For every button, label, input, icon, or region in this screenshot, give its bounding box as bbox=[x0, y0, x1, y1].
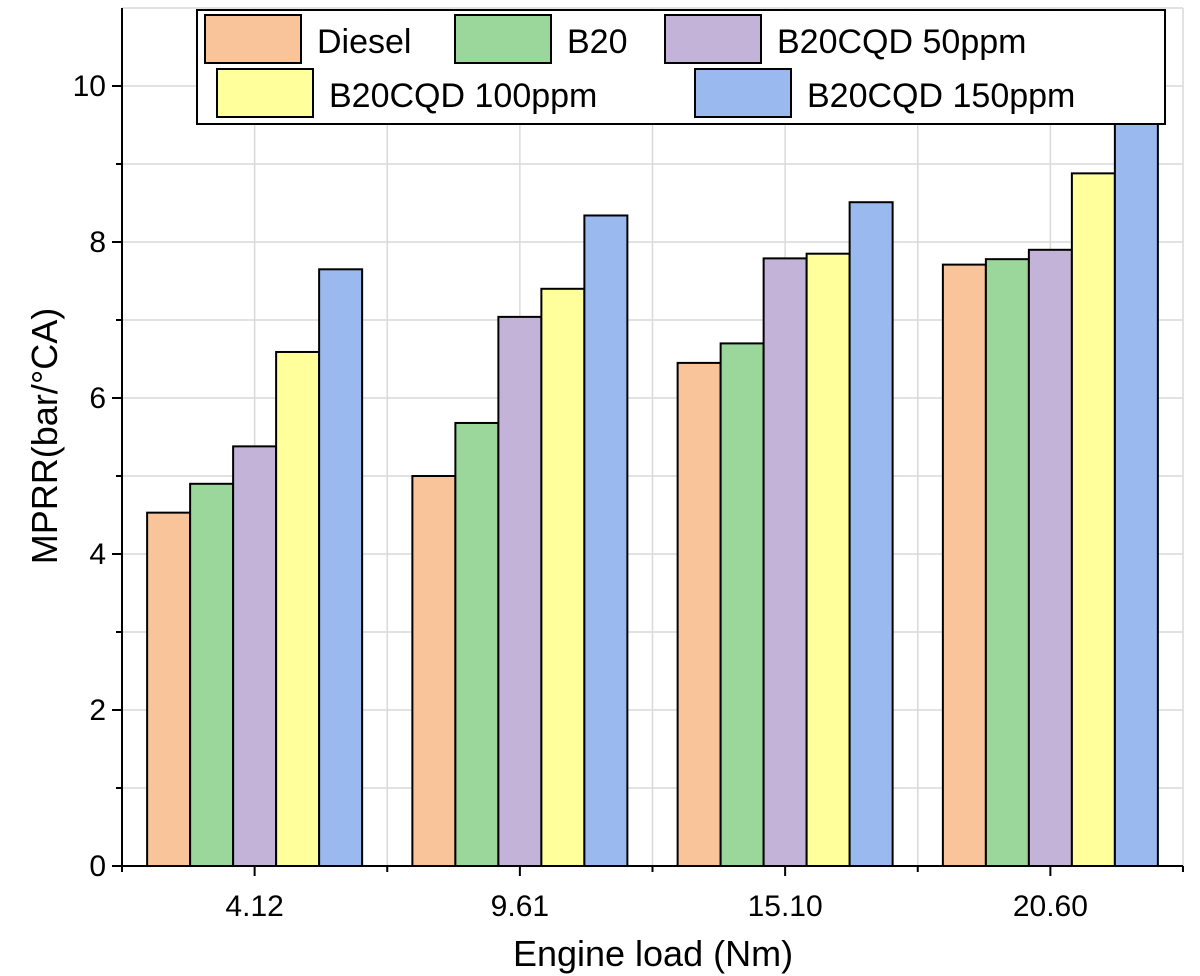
legend-label-b20cqd-150ppm: B20CQD 150ppm bbox=[807, 77, 1075, 115]
y-axis-title: MPRR(bar/°CA) bbox=[24, 308, 65, 564]
legend-swatch-diesel bbox=[204, 14, 302, 64]
bar-b20cqd-50ppm-15_10 bbox=[762, 257, 808, 867]
x-tick-label: 9.61 bbox=[491, 890, 549, 923]
legend-swatch-b20cqd-150ppm bbox=[694, 68, 792, 118]
x-axis-title: Engine load (Nm) bbox=[513, 933, 793, 974]
bar-b20cqd-100ppm-20_60 bbox=[1070, 172, 1116, 868]
y-tick-label: 4 bbox=[89, 538, 106, 571]
bar-b20cqd-100ppm-9_61 bbox=[540, 287, 586, 867]
legend-swatch-b20cqd-100ppm bbox=[216, 68, 314, 118]
x-tick-label: 4.12 bbox=[225, 890, 283, 923]
legend-swatch-b20 bbox=[454, 14, 552, 64]
bar-b20-15_10 bbox=[719, 342, 765, 867]
bars bbox=[146, 121, 1159, 868]
y-tick-labels: 0 2 4 6 8 10 bbox=[73, 70, 106, 883]
bar-b20cqd-50ppm-4_12 bbox=[232, 445, 278, 867]
y-tick-label: 2 bbox=[89, 694, 106, 727]
bar-diesel-20_60 bbox=[941, 263, 987, 867]
x-tick-labels: 4.12 9.61 15.10 20.60 bbox=[225, 890, 1087, 923]
y-tick-label: 10 bbox=[73, 70, 106, 103]
bar-diesel-9_61 bbox=[411, 475, 457, 867]
bar-b20cqd-150ppm-9_61 bbox=[583, 214, 629, 868]
bar-b20cqd-150ppm-15_10 bbox=[848, 201, 894, 868]
axes bbox=[112, 8, 1184, 876]
bar-b20-4_12 bbox=[189, 482, 235, 867]
bar-b20cqd-100ppm-15_10 bbox=[805, 252, 851, 867]
x-tick-label: 20.60 bbox=[1013, 890, 1088, 923]
bar-diesel-4_12 bbox=[146, 511, 192, 867]
y-tick-label: 6 bbox=[89, 382, 106, 415]
legend-label-b20: B20 bbox=[567, 23, 628, 61]
y-tick-label: 0 bbox=[89, 850, 106, 883]
bar-b20cqd-150ppm-20_60 bbox=[1113, 121, 1159, 868]
bar-b20cqd-50ppm-9_61 bbox=[497, 315, 543, 867]
bar-b20cqd-50ppm-20_60 bbox=[1027, 248, 1073, 868]
legend-label-b20cqd-50ppm: B20CQD 50ppm bbox=[777, 23, 1026, 61]
x-tick-label: 15.10 bbox=[748, 890, 823, 923]
bar-b20cqd-150ppm-4_12 bbox=[318, 268, 364, 867]
bar-diesel-15_10 bbox=[676, 361, 722, 867]
bar-b20cqd-100ppm-4_12 bbox=[275, 350, 321, 868]
y-tick-label: 8 bbox=[89, 226, 106, 259]
legend-label-b20cqd-100ppm: B20CQD 100ppm bbox=[329, 77, 597, 115]
legend: Diesel B20 B20CQD 50ppm B20CQD 100ppm B20CQD… bbox=[196, 9, 1166, 125]
legend-label-diesel: Diesel bbox=[317, 23, 411, 61]
legend-swatch-b20cqd-50ppm bbox=[664, 14, 762, 64]
bar-b20-20_60 bbox=[984, 258, 1030, 868]
bar-b20-9_61 bbox=[454, 421, 500, 867]
legend-box bbox=[196, 9, 1166, 125]
